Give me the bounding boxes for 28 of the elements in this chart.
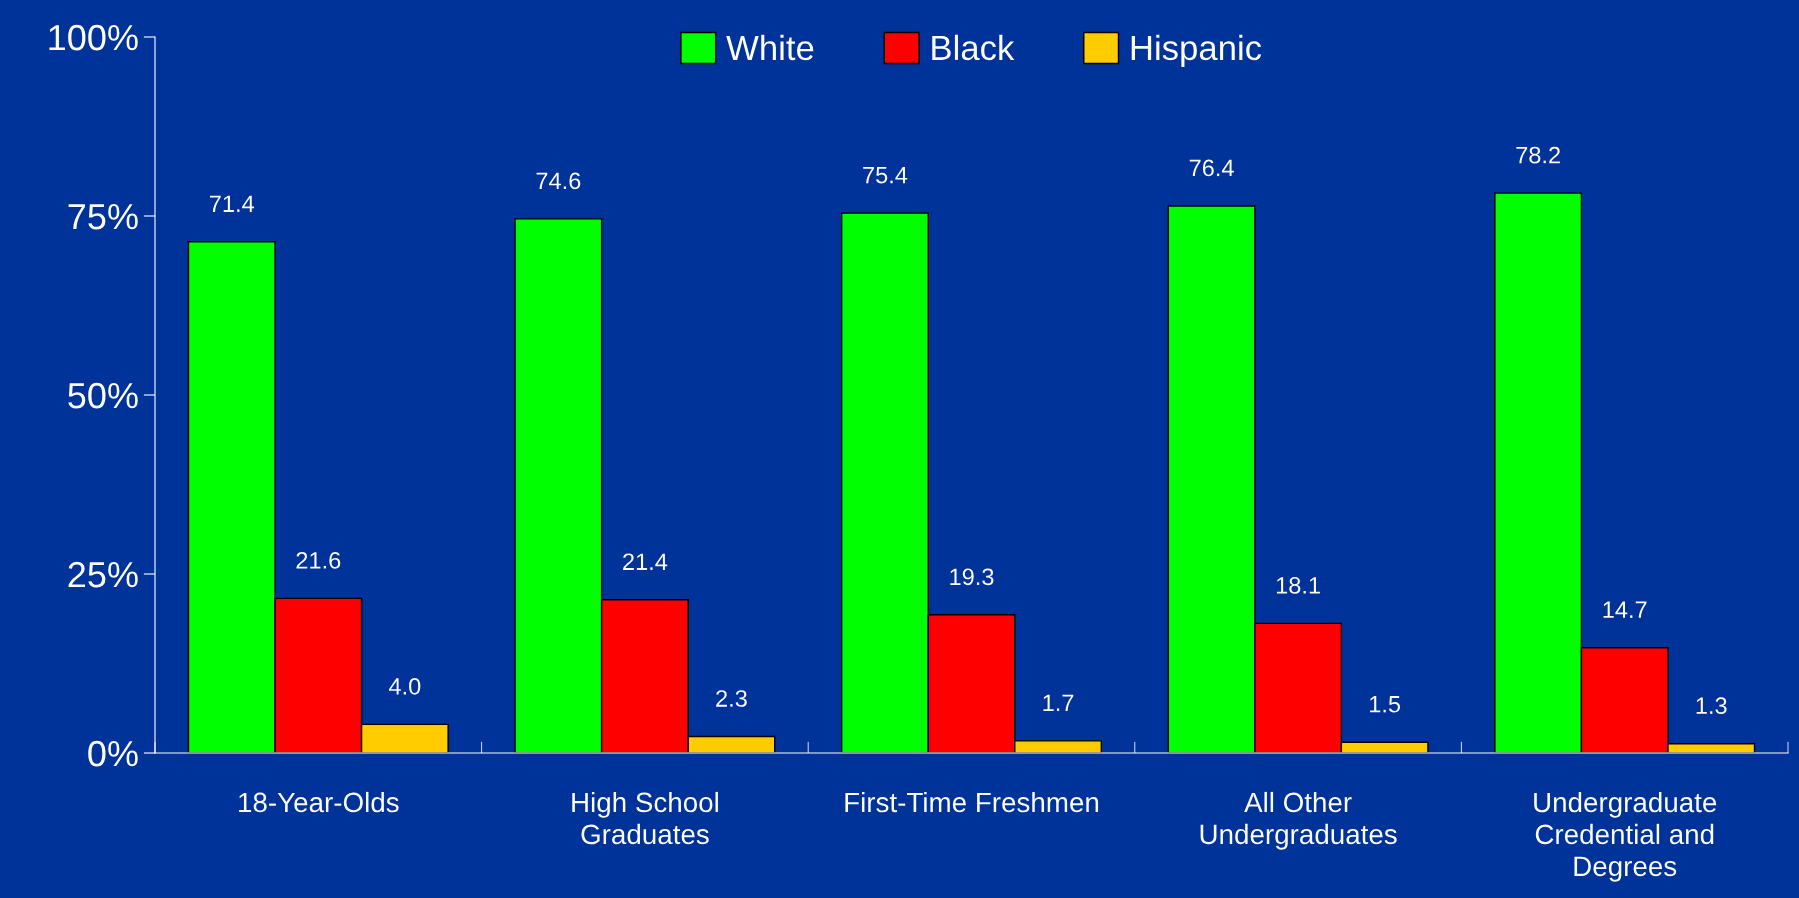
x-tick-label: First-Time Freshmen <box>845 791 1099 813</box>
legend-label: Hispanic <box>1131 34 1262 68</box>
x-tick-label: 18-Year-Olds <box>239 791 399 813</box>
data-label: 14.7 <box>1603 601 1647 618</box>
data-label: 71.4 <box>209 195 255 212</box>
legend-label: Black <box>932 34 1015 61</box>
data-label: 1.7 <box>1043 694 1074 711</box>
y-tick-label: 100% <box>49 24 138 51</box>
x-tick-label: All Other Undergraduates <box>1200 791 1397 850</box>
x-tick-label: High School Graduates <box>572 791 718 845</box>
data-label: 18.1 <box>1276 577 1320 594</box>
data-label: 76.4 <box>1189 159 1234 177</box>
x-tick-label: Undergraduate Credential and Degrees <box>1534 791 1717 882</box>
y-tick-label: 0% <box>88 740 138 767</box>
data-label: 1.3 <box>1696 697 1727 715</box>
data-label: 75.4 <box>863 166 908 184</box>
data-label: 4.0 <box>388 677 421 695</box>
data-label: 21.4 <box>623 553 668 570</box>
y-tick-label: 50% <box>68 382 138 409</box>
data-label: 1.5 <box>1370 696 1401 713</box>
legend-label: White <box>726 34 814 61</box>
data-label: 21.6 <box>296 551 341 569</box>
data-label: 78.2 <box>1516 146 1560 164</box>
y-tick-label: 25% <box>68 561 138 588</box>
data-label: 19.3 <box>950 568 994 586</box>
data-label: 74.6 <box>536 172 581 190</box>
data-label: 2.3 <box>716 690 747 707</box>
y-tick-label: 75% <box>68 204 138 230</box>
